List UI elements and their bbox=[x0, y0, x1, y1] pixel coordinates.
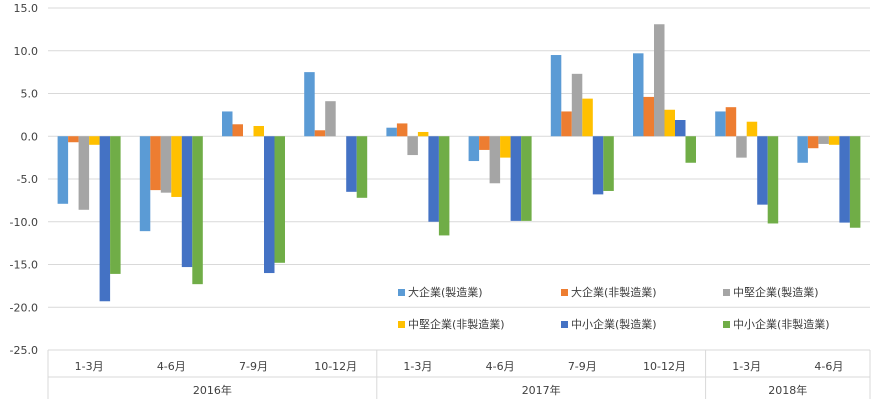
bar bbox=[253, 125, 264, 137]
bar bbox=[664, 109, 675, 137]
y-tick-label: 0.0 bbox=[21, 130, 39, 143]
bar bbox=[274, 136, 285, 263]
legend-entry: 中堅企業(製造業) bbox=[733, 285, 819, 299]
x-tick-label: 1-3月 bbox=[75, 360, 104, 373]
bar bbox=[746, 121, 758, 137]
bar bbox=[407, 136, 418, 156]
bar bbox=[807, 136, 819, 149]
bar bbox=[139, 136, 151, 232]
legend-swatch bbox=[561, 321, 568, 328]
bar bbox=[725, 107, 737, 137]
group-label: 2017年 bbox=[522, 383, 561, 397]
bar bbox=[643, 96, 654, 137]
bar bbox=[438, 136, 450, 236]
y-tick-label: -10.0 bbox=[10, 216, 38, 229]
bar bbox=[685, 136, 696, 163]
bars bbox=[57, 24, 861, 302]
legend-entry: 大企業(製造業) bbox=[408, 285, 483, 299]
y-tick-label: 10.0 bbox=[14, 45, 39, 58]
bar bbox=[849, 136, 861, 228]
bar bbox=[304, 72, 315, 137]
bar bbox=[582, 98, 593, 137]
bar bbox=[571, 73, 583, 137]
legend-swatch bbox=[398, 321, 405, 328]
bar bbox=[715, 111, 726, 137]
bar bbox=[232, 124, 243, 137]
bar bbox=[510, 136, 522, 221]
legend-entry: 中堅企業(非製造業) bbox=[408, 317, 505, 331]
bar bbox=[468, 136, 480, 162]
bar bbox=[500, 136, 511, 158]
bar bbox=[222, 111, 233, 137]
y-tick-label: 15.0 bbox=[14, 2, 39, 15]
x-tick-label: 1-3月 bbox=[732, 360, 761, 373]
bar bbox=[417, 131, 429, 137]
bar bbox=[828, 136, 840, 145]
x-tick-label: 10-12月 bbox=[643, 360, 686, 373]
y-tick-label: -20.0 bbox=[10, 301, 38, 314]
y-tick-label: 5.0 bbox=[21, 88, 39, 101]
bar bbox=[346, 136, 357, 192]
x-axis: 1-3月 4-6月 7-9月 10-12月 1-3月 4-6月 7-9月 10-12月 1-3月… bbox=[47, 350, 871, 399]
legend-entry: 中小企業(製造業) bbox=[571, 317, 657, 331]
y-tick-label: -25.0 bbox=[10, 344, 38, 357]
x-tick-label: 4-6月 bbox=[157, 360, 186, 373]
bar bbox=[675, 120, 686, 137]
bar bbox=[592, 136, 604, 195]
bar bbox=[561, 111, 572, 137]
bar bbox=[767, 136, 779, 224]
bar bbox=[396, 123, 408, 137]
bar bbox=[68, 136, 79, 143]
y-axis: 15.0 10.0 5.0 0.0 -5.0 -10.0 -15.0 -20.0 -25.0 bbox=[10, 2, 38, 357]
bar bbox=[428, 136, 439, 222]
bar bbox=[264, 136, 275, 274]
bar bbox=[325, 101, 336, 137]
x-tick-label: 7-9月 bbox=[239, 360, 268, 373]
bar bbox=[757, 136, 768, 205]
bar bbox=[479, 136, 490, 150]
bar bbox=[839, 136, 850, 223]
bar bbox=[192, 136, 203, 285]
x-tick-label: 4-6月 bbox=[486, 360, 515, 373]
bar bbox=[521, 136, 532, 221]
bar bbox=[110, 136, 121, 274]
bar bbox=[489, 136, 501, 184]
bar bbox=[99, 136, 111, 302]
legend-swatch bbox=[723, 289, 730, 296]
x-tick-label: 1-3月 bbox=[403, 360, 432, 373]
bar bbox=[89, 136, 100, 145]
bar bbox=[181, 136, 193, 268]
legend: 大企業(製造業) 大企業(非製造業) 中堅企業(製造業) 中堅企業(非製造業) 中小企業… bbox=[398, 285, 830, 331]
bar bbox=[736, 136, 747, 158]
bar bbox=[356, 136, 368, 198]
bar bbox=[150, 136, 161, 191]
x-tick-label: 7-9月 bbox=[568, 360, 597, 373]
bar bbox=[386, 127, 397, 137]
group-label: 2016年 bbox=[193, 383, 232, 397]
bar bbox=[314, 130, 326, 137]
bar bbox=[633, 53, 644, 137]
bar bbox=[78, 136, 90, 210]
legend-swatch bbox=[723, 321, 730, 328]
bar bbox=[654, 24, 665, 137]
y-tick-label: -15.0 bbox=[10, 259, 38, 272]
bar bbox=[797, 136, 808, 163]
legend-swatch bbox=[561, 289, 568, 296]
bar bbox=[171, 136, 182, 197]
legend-entry: 中小企業(非製造業) bbox=[733, 317, 830, 331]
legend-swatch bbox=[398, 289, 405, 296]
x-tick-label: 4-6月 bbox=[814, 360, 843, 373]
bar bbox=[550, 55, 562, 137]
bar bbox=[818, 136, 829, 144]
bar bbox=[603, 136, 614, 191]
x-tick-label: 10-12月 bbox=[314, 360, 357, 373]
bar bbox=[160, 136, 172, 193]
y-tick-label: -5.0 bbox=[17, 173, 38, 186]
group-label: 2018年 bbox=[768, 383, 807, 397]
legend-entry: 大企業(非製造業) bbox=[571, 285, 657, 299]
bar bbox=[57, 136, 69, 204]
